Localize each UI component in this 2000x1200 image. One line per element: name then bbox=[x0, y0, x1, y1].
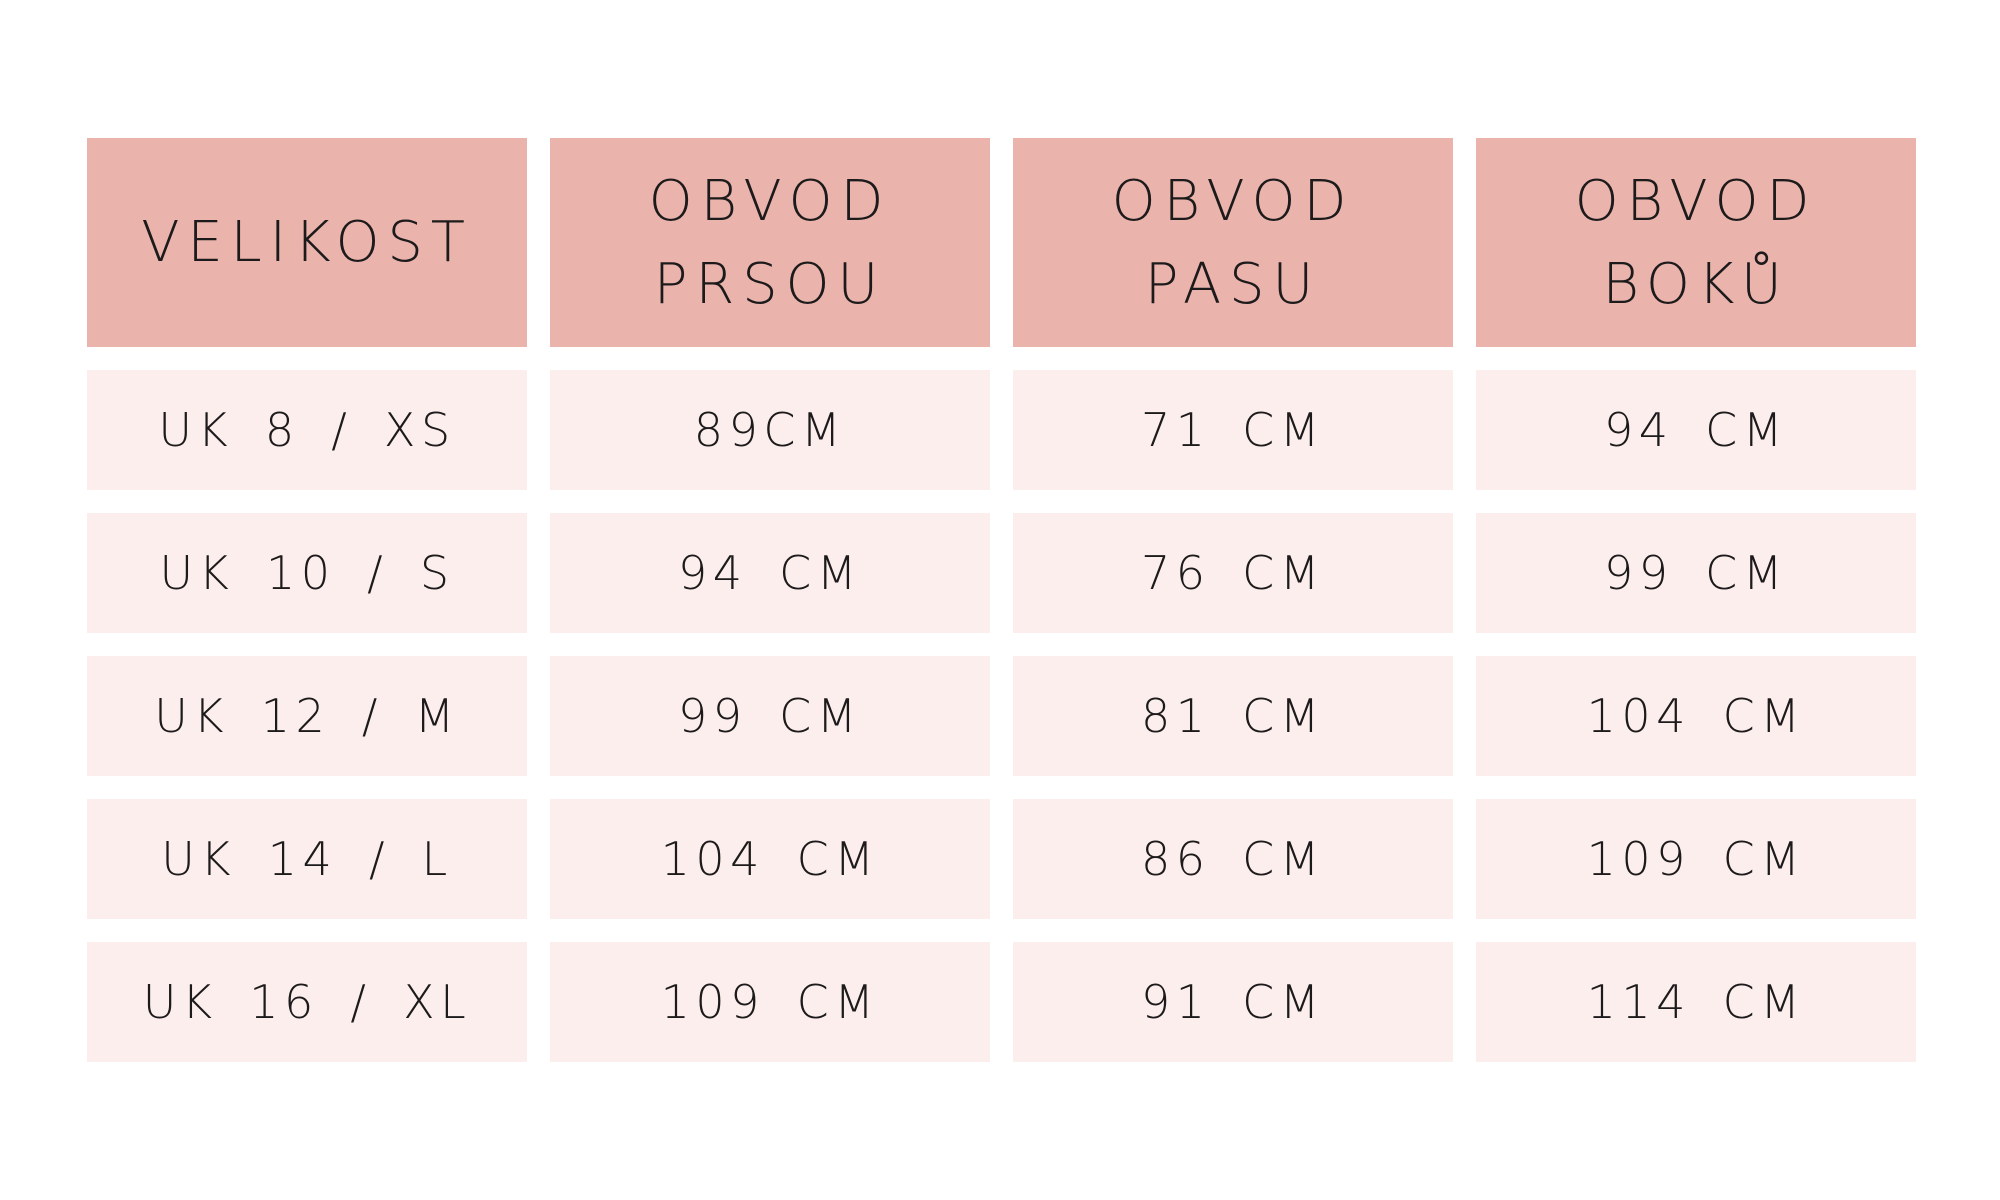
header-text: VELIKOST bbox=[141, 210, 473, 275]
table-cell: 71 CM bbox=[1013, 370, 1453, 490]
table-cell: 94 CM bbox=[550, 513, 990, 633]
table-cell: UK 16 / XL bbox=[87, 942, 527, 1062]
table-cell: 81 CM bbox=[1013, 656, 1453, 776]
table-cell: 109 CM bbox=[550, 942, 990, 1062]
header-text: OBVOD bbox=[1111, 168, 1355, 234]
table-cell: 104 CM bbox=[1476, 656, 1916, 776]
header-text: PASU bbox=[1144, 251, 1322, 317]
header-text: OBVOD bbox=[1574, 168, 1818, 234]
table-cell: 86 CM bbox=[1013, 799, 1453, 919]
table-cell: UK 12 / M bbox=[87, 656, 527, 776]
header-cell: OBVOD PASU bbox=[1013, 138, 1453, 347]
table-cell: 89CM bbox=[550, 370, 990, 490]
header-text: OBVOD bbox=[648, 168, 892, 234]
table-cell: 99 CM bbox=[550, 656, 990, 776]
header-text: BOKŮ bbox=[1602, 251, 1790, 317]
table-cell: 104 CM bbox=[550, 799, 990, 919]
table-cell: 94 CM bbox=[1476, 370, 1916, 490]
header-cell: OBVOD BOKŮ bbox=[1476, 138, 1916, 347]
header-cell: OBVOD PRSOU bbox=[550, 138, 990, 347]
table-cell: 99 CM bbox=[1476, 513, 1916, 633]
header-text: PRSOU bbox=[653, 251, 887, 317]
table-cell: 114 CM bbox=[1476, 942, 1916, 1062]
table-cell: UK 10 / S bbox=[87, 513, 527, 633]
table-cell: 91 CM bbox=[1013, 942, 1453, 1062]
header-cell: VELIKOST bbox=[87, 138, 527, 347]
size-table: VELIKOST OBVOD PRSOU OBVOD PASU OBVOD BOKŮ UK 8… bbox=[87, 138, 1916, 1062]
table-cell: UK 8 / XS bbox=[87, 370, 527, 490]
table-cell: UK 14 / L bbox=[87, 799, 527, 919]
table-cell: 109 CM bbox=[1476, 799, 1916, 919]
table-cell: 76 CM bbox=[1013, 513, 1453, 633]
